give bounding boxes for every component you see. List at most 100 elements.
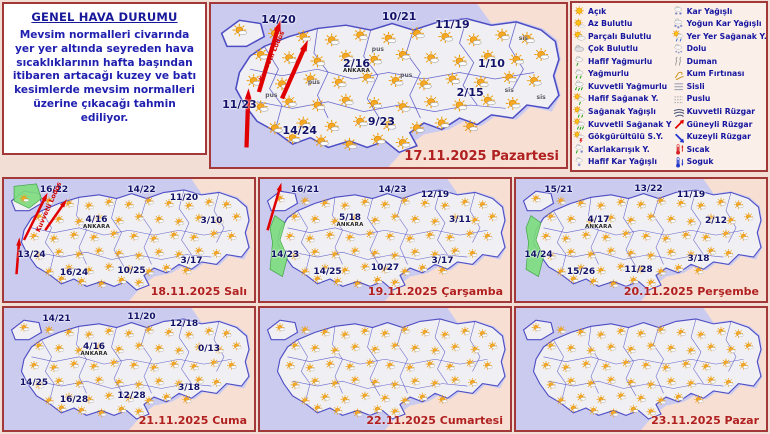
legend-item-strong-wind: Kuvvetli Rüzgar — [672, 105, 767, 118]
turkey-landmass — [20, 318, 250, 420]
legend-item-label: Yağmurlu — [588, 69, 629, 79]
smoke-icon — [674, 56, 681, 67]
legend-item-haze: Puslu — [672, 93, 767, 106]
map-panel-cumartesi: 22.11.2025 Cumartesi — [258, 306, 512, 432]
temperature-label: 3/10 — [200, 215, 223, 226]
turkey-map — [10, 308, 254, 430]
temperature-label: 14/21 — [42, 314, 71, 325]
rain-icon — [575, 69, 584, 79]
legend-item-light-rain: Hafif Yağmurlu — [573, 55, 672, 68]
temperature-label: 11/20 — [169, 192, 199, 203]
sun-small-cloud-icon — [573, 18, 585, 28]
legend-item-label: Sıcak — [686, 144, 710, 154]
turkey-map — [10, 179, 254, 301]
shower-icon — [573, 105, 585, 118]
temperature-label: 12/18 — [169, 319, 199, 330]
general-summary-panel: GENEL HAVA DURUMU Mevsim normalleri civa… — [2, 2, 207, 155]
temperature-label: 13/22 — [634, 184, 663, 195]
legend-column-left: Açık Az Bulutlu Parçalı Bulutlu Çok Bulutlu… — [573, 5, 672, 168]
sun-icon — [574, 6, 584, 16]
turkey-map — [522, 179, 766, 301]
legend-item-heavy-snow: Yoğun Kar Yağışlı — [672, 18, 767, 31]
temperature-label: 14/22 — [127, 185, 156, 196]
hail-icon — [674, 43, 682, 54]
temperature-label: 14/25 — [313, 267, 342, 278]
legend-item-hail: Dolu — [672, 43, 767, 56]
temperature-label: 2/16 ANKARA — [343, 56, 371, 74]
turkey-landmass — [532, 189, 762, 291]
city-label: ANKARA — [80, 351, 108, 358]
legend-item-label: Kar Yağışlı — [686, 6, 733, 16]
legend-item-south-wind: Güneyli Rüzgar — [672, 118, 767, 131]
legend-item-north-wind: Kuzeyli Rüzgar — [672, 130, 767, 143]
temperature-label: 9/23 — [367, 115, 395, 129]
heavy-snow-icon — [673, 18, 683, 29]
legend-item-shower: Sağanak Yağışlı — [573, 105, 672, 118]
hot-icon — [675, 144, 684, 155]
temperature-label: 3/17 — [431, 256, 454, 267]
legend-item-label: Sağanak Yağışlı — [588, 107, 656, 117]
temperature-label: 14/25 — [19, 377, 49, 388]
city-label: ANKARA — [343, 67, 371, 74]
temperature-label: 10/25 — [117, 265, 146, 276]
legend-item-rain: Yağmurlu — [573, 68, 672, 81]
map-date-label: 17.11.2025 Pazartesi — [404, 149, 559, 164]
snow-icon — [674, 6, 682, 16]
turkey-map — [266, 308, 510, 430]
outside-turkey-area — [641, 308, 766, 430]
map-panel-persembe: 15/21 13/22 11/19 4/17 ANKARA 2/12 14/24 15/26 1… — [514, 177, 768, 303]
map-panel-pazar: 23.11.2025 Pazar — [514, 306, 768, 432]
temperature-label: 11/20 — [127, 311, 156, 322]
light-rain-icon — [575, 56, 584, 67]
sleet-icon — [575, 144, 584, 154]
temperature-label: 1/10 — [477, 56, 505, 70]
legend-item-local-shower: Yer Yer Sağanak Y. — [671, 30, 767, 43]
temperature-label: 12/19 — [420, 190, 450, 201]
haze-label: pus — [307, 78, 321, 86]
city-label: ANKARA — [336, 222, 364, 229]
temperature-label: 5/18 ANKARA — [336, 213, 364, 229]
light-snow-icon — [575, 156, 583, 166]
temperature-label: 14/24 — [282, 123, 318, 137]
legend-column-right: Kar Yağışlı Yoğun Kar Yağışlı Yer Yer Sağa… — [671, 5, 767, 168]
turkey-map — [220, 4, 566, 167]
temperature-label: 4/17 ANKARA — [584, 214, 613, 230]
map-panel-carsamba: 16/21 14/23 12/19 5/18 ANKARA 3/11 14/23 14/25 1… — [258, 177, 512, 303]
temperature-label: 2/15 — [456, 86, 484, 100]
general-summary-heading: GENEL HAVA DURUMU — [31, 10, 178, 24]
temperature-label: 16/24 — [59, 268, 89, 279]
legend-item-light-snow: Hafif Kar Yağışlı — [573, 155, 672, 168]
legend-item-snow: Kar Yağışlı — [672, 5, 767, 18]
map-date-label: 19.11.2025 Çarşamba — [367, 285, 503, 298]
light-shower-icon — [573, 92, 585, 105]
map-date-label: 22.11.2025 Cumartesi — [366, 414, 503, 427]
temperature-label: 16/21 — [290, 185, 320, 196]
temperature-label: 13/24 — [17, 249, 46, 260]
legend-item-sleet: Karlakarışık Y. — [573, 143, 672, 156]
outside-turkey-area — [385, 179, 510, 301]
legend-item-label: Az Bulutlu — [588, 19, 633, 29]
map-date-label: 18.11.2025 Salı — [150, 285, 247, 298]
local-shower-icon — [671, 30, 683, 42]
map-panel-sali: 16/22 14/22 11/20 4/16 ANKARA 3/10 13/24 16/24 1… — [2, 177, 256, 303]
turkey-map — [266, 179, 510, 301]
legend-item-label: Yer Yer Sağanak Y. — [686, 31, 767, 41]
legend-item-label: Kuvvetli Sağanak Y — [588, 119, 672, 129]
outside-turkey-area — [385, 308, 510, 430]
temperature-label: 4/16 ANKARA — [80, 342, 108, 358]
legend-item-label: Kuvvetli Yağmurlu — [588, 81, 668, 91]
map-date-label: 20.11.2025 Perşembe — [623, 285, 759, 298]
legend-item-label: Duman — [686, 56, 718, 66]
temperature-label: 11/19 — [435, 17, 470, 31]
turkey-landmass — [532, 318, 762, 420]
legend-item-sandstorm: Kum Fırtınası — [672, 68, 767, 81]
temperature-label: 3/17 — [180, 256, 203, 267]
haze-label: sis — [504, 87, 514, 95]
outside-turkey-area — [641, 179, 766, 301]
legend-item-label: Gökgürültülü S.Y. — [588, 132, 664, 142]
general-summary-text: Mevsim normalleri civarında yer yer altı… — [12, 29, 197, 124]
map-panel-cuma: 14/21 11/20 12/18 4/16 ANKARA 0/13 14/25 16/28 1… — [2, 306, 256, 432]
temperature-label: 3/11 — [448, 214, 472, 225]
temperature-label: 3/18 — [177, 382, 201, 393]
legend-item-label: Dolu — [686, 44, 707, 54]
